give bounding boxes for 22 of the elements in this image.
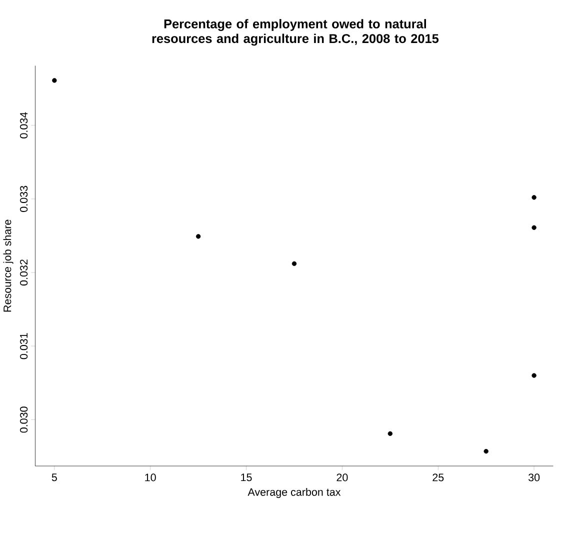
chart-title: Percentage of employment owed to natural resources and agriculture in B.C., 2008 to 2015 [152,19,439,46]
y-tick-label: 0.034 [20,112,28,139]
y-axis-title: Resource job share [3,220,14,312]
y-tick-label: 0.030 [20,406,28,433]
x-tick-label: 20 [336,474,348,482]
point [532,225,536,230]
point [484,449,488,454]
x-tick-label: 30 [528,474,540,482]
point [292,262,297,266]
x-tick-label: 5 [52,474,57,482]
point [52,78,57,83]
point [196,234,201,239]
point [388,431,393,436]
x-axis-title: Average carbon tax [248,488,341,498]
y-tick-label: 0.031 [20,333,28,360]
point [532,195,536,200]
x-tick-label: 10 [145,474,156,482]
x-tick-label: 15 [241,474,252,482]
y-tick-label: 0.033 [20,186,28,212]
point [532,373,536,378]
x-tick-label: 25 [432,474,444,482]
y-tick-label: 0.032 [20,260,28,286]
